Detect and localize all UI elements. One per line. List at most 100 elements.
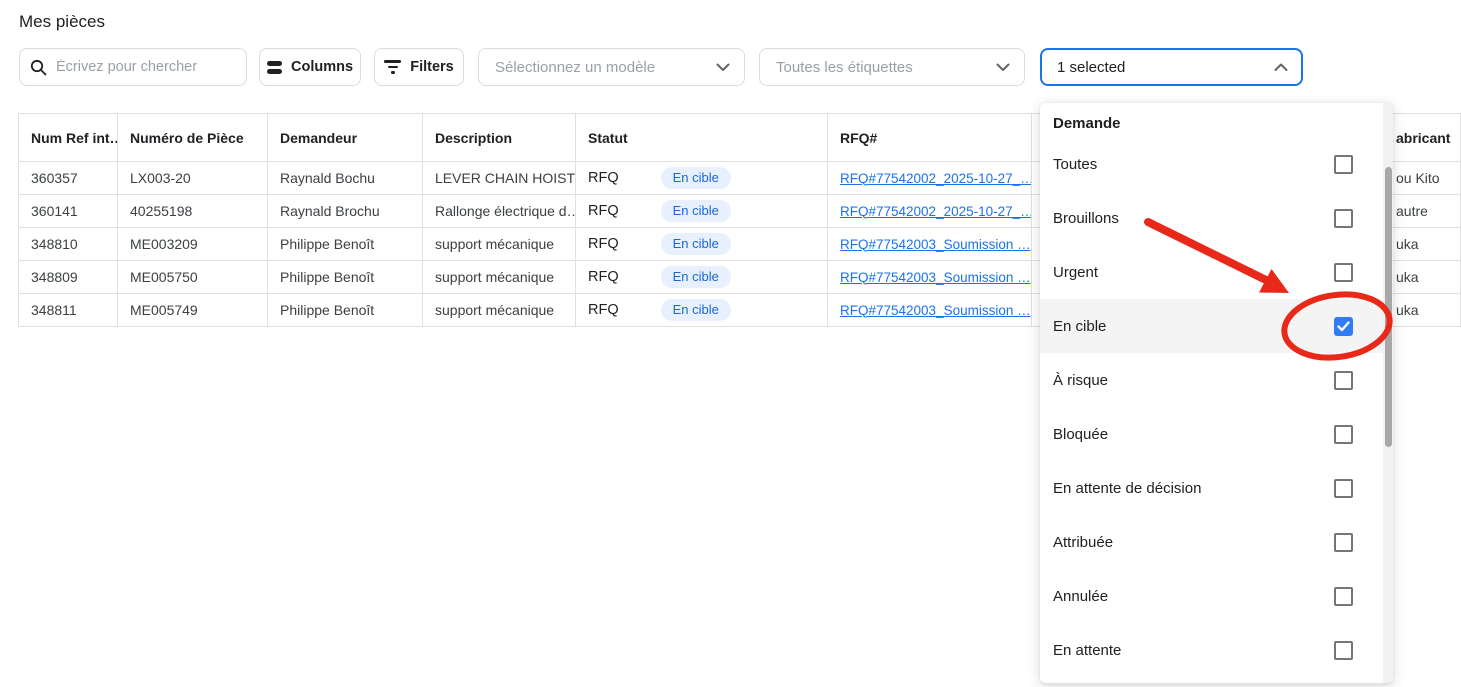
dropdown-item-a-risque[interactable]: À risque [1040, 353, 1383, 407]
cell-part: ME005750 [118, 261, 268, 293]
dropdown-group-header: Demande [1053, 115, 1121, 132]
rfq-link[interactable]: RFQ#77542002_2025-10-27_… [840, 170, 1032, 186]
checkbox-unchecked-icon[interactable] [1334, 478, 1353, 498]
checkbox-checked-icon[interactable] [1334, 316, 1353, 336]
cell-description: Rallonge électrique d… [423, 195, 576, 227]
column-header-manufacturer[interactable]: abricant [1396, 129, 1451, 146]
dropdown-scrollbar-thumb[interactable] [1384, 167, 1392, 447]
cell-part: ME003209 [118, 228, 268, 260]
tags-select[interactable]: Toutes les étiquettes [759, 48, 1025, 86]
cell-requester: Philippe Benoît [268, 294, 423, 326]
status-badge: En cible [660, 233, 731, 255]
cell-requester: Raynald Brochu [268, 195, 423, 227]
rfq-link[interactable]: RFQ#77542003_Soumission … [840, 269, 1031, 285]
checkbox-unchecked-icon[interactable] [1334, 208, 1353, 228]
status-dropdown-panel: Demande Toutes Brouillons Urgent En cibl… [1040, 103, 1393, 684]
cell-manufacturer: uka [1396, 302, 1419, 318]
dropdown-item-label: En cible [1053, 317, 1107, 335]
dropdown-item-label: Annulée [1053, 587, 1109, 605]
column-header-part[interactable]: Numéro de Pièce [118, 114, 268, 161]
dropdown-item-label: En attente de décision [1053, 479, 1202, 497]
checkbox-unchecked-icon[interactable] [1334, 424, 1353, 444]
cell-manufacturer: ou Kito [1396, 170, 1440, 186]
checkbox-unchecked-icon[interactable] [1334, 640, 1353, 660]
column-header-ref[interactable]: Num Ref int… [19, 114, 118, 161]
tags-select-value: Toutes les étiquettes [776, 58, 913, 76]
cell-rfq: RFQ#77542003_Soumission … [828, 294, 1032, 326]
cell-status: RFQ En cible [576, 294, 828, 326]
dropdown-item-label: Urgent [1053, 263, 1099, 281]
dropdown-item-annulee[interactable]: Annulée [1040, 569, 1383, 623]
checkbox-unchecked-icon[interactable] [1334, 532, 1353, 552]
rfq-link[interactable]: RFQ#77542003_Soumission … [840, 302, 1031, 318]
status-badge: En cible [660, 299, 731, 321]
cell-manufacturer: uka [1396, 236, 1419, 252]
checkbox-unchecked-icon[interactable] [1334, 370, 1353, 390]
cell-ref: 348811 [19, 294, 118, 326]
cell-requester: Raynald Bochu [268, 162, 423, 194]
rfq-link[interactable]: RFQ#77542002_2025-10-27_… [840, 203, 1032, 219]
cell-rfq: RFQ#77542003_Soumission … [828, 228, 1032, 260]
chevron-down-icon [716, 63, 730, 71]
search-box[interactable] [19, 48, 247, 86]
status-select-value: 1 selected [1057, 58, 1126, 76]
cell-status: RFQ En cible [576, 261, 828, 293]
column-header-rfq[interactable]: RFQ# [828, 114, 1032, 161]
cell-status: RFQ En cible [576, 228, 828, 260]
column-header-requester[interactable]: Demandeur [268, 114, 423, 161]
dropdown-item-label: Attribuée [1053, 533, 1114, 551]
status-badge: En cible [660, 200, 731, 222]
filters-button-label: Filters [410, 59, 454, 75]
status-text: RFQ [588, 236, 619, 252]
status-text: RFQ [588, 170, 619, 186]
page-title: Mes pièces [19, 12, 105, 31]
column-header-status[interactable]: Statut [576, 114, 828, 161]
rfq-link[interactable]: RFQ#77542003_Soumission … [840, 236, 1031, 252]
dropdown-item-en-cible[interactable]: En cible [1040, 299, 1383, 353]
cell-rfq: RFQ#77542002_2025-10-27_… [828, 162, 1032, 194]
cell-requester: Philippe Benoît [268, 261, 423, 293]
model-select-value: Sélectionnez un modèle [495, 58, 656, 76]
dropdown-item-label: Brouillons [1053, 209, 1119, 227]
dropdown-item-bloquee[interactable]: Bloquée [1040, 407, 1383, 461]
column-header-description[interactable]: Description [423, 114, 576, 161]
cell-status: RFQ En cible [576, 162, 828, 194]
dropdown-item-label: À risque [1053, 371, 1109, 389]
dropdown-item-en-attente-de-decision[interactable]: En attente de décision [1040, 461, 1383, 515]
dropdown-item-en-attente[interactable]: En attente [1040, 623, 1383, 677]
chevron-down-icon [996, 63, 1010, 71]
filters-button[interactable]: Filters [374, 48, 464, 86]
cell-description: LEVER CHAIN HOIST [423, 162, 576, 194]
cell-requester: Philippe Benoît [268, 228, 423, 260]
status-select[interactable]: 1 selected [1040, 48, 1303, 86]
cell-part: 40255198 [118, 195, 268, 227]
filter-icon [384, 60, 402, 74]
cell-description: support mécanique [423, 228, 576, 260]
dropdown-item-attribuee[interactable]: Attribuée [1040, 515, 1383, 569]
cell-part: LX003-20 [118, 162, 268, 194]
model-select[interactable]: Sélectionnez un modèle [478, 48, 745, 86]
checkbox-unchecked-icon[interactable] [1334, 154, 1353, 174]
dropdown-item-brouillons[interactable]: Brouillons [1040, 191, 1383, 245]
search-input[interactable] [56, 59, 236, 75]
status-badge: En cible [660, 167, 731, 189]
dropdown-item-label: En attente [1053, 641, 1122, 659]
check-icon [1337, 320, 1350, 331]
cell-ref: 360357 [19, 162, 118, 194]
status-text: RFQ [588, 203, 619, 219]
cell-manufacturer: uka [1396, 269, 1419, 285]
cell-ref: 360141 [19, 195, 118, 227]
dropdown-item-urgent[interactable]: Urgent [1040, 245, 1383, 299]
cell-manufacturer: autre [1396, 203, 1428, 219]
dropdown-item-toutes[interactable]: Toutes [1040, 137, 1383, 191]
cell-description: support mécanique [423, 261, 576, 293]
cell-rfq: RFQ#77542002_2025-10-27_… [828, 195, 1032, 227]
checkbox-unchecked-icon[interactable] [1334, 586, 1353, 606]
cell-part: ME005749 [118, 294, 268, 326]
columns-button[interactable]: Columns [259, 48, 361, 86]
dropdown-item-label: Bloquée [1053, 425, 1109, 443]
cell-description: support mécanique [423, 294, 576, 326]
status-text: RFQ [588, 269, 619, 285]
checkbox-unchecked-icon[interactable] [1334, 262, 1353, 282]
